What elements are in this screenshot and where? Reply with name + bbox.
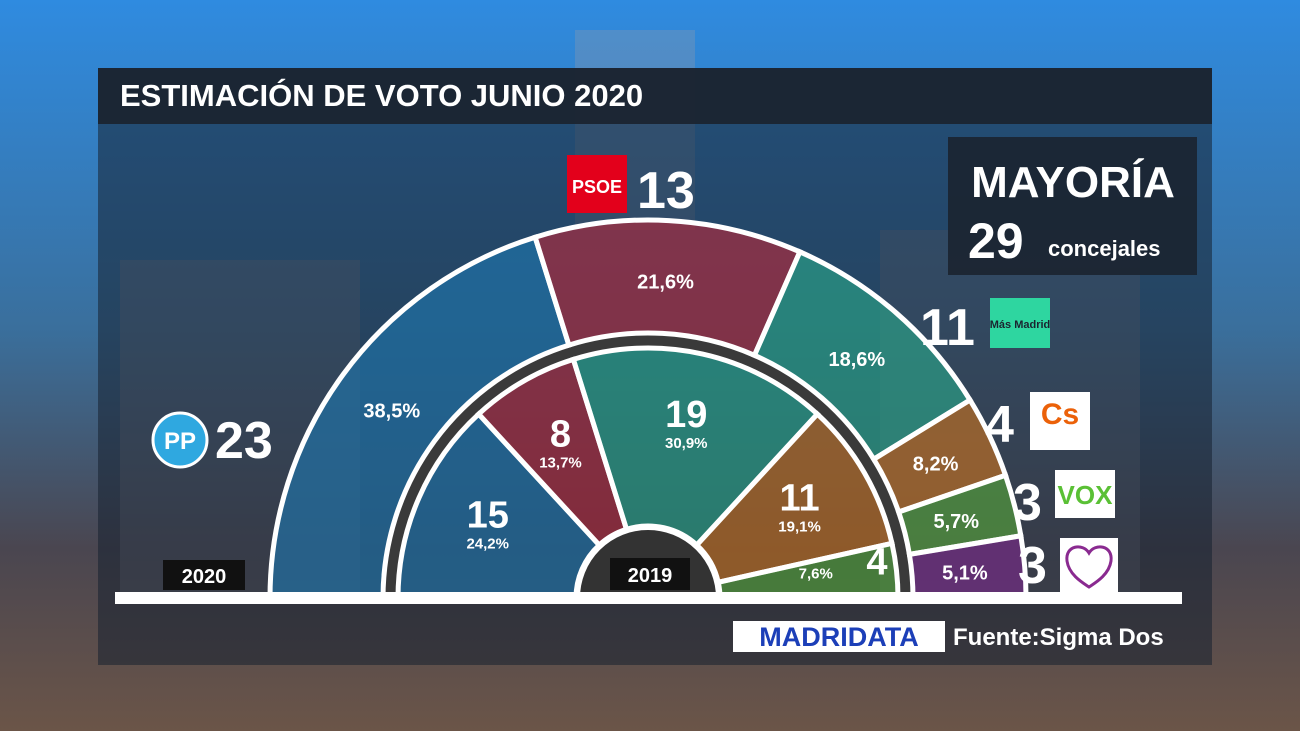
source: Fuente:Sigma Dos bbox=[953, 624, 1164, 651]
percent-label: 8,2% bbox=[913, 453, 959, 475]
percent-label: 21,6% bbox=[637, 271, 694, 293]
seat-label: 11 bbox=[779, 478, 819, 520]
percent-label: 13,7% bbox=[539, 454, 582, 471]
seat-count: 23 bbox=[215, 412, 273, 470]
seat-label: 19 bbox=[665, 394, 707, 436]
party-name: Cs bbox=[1041, 398, 1079, 431]
party-logo-heart bbox=[1065, 545, 1113, 589]
party-name: VOX bbox=[1058, 480, 1114, 510]
percent-label: 38,5% bbox=[363, 401, 420, 423]
seat-label: 15 bbox=[467, 495, 509, 537]
seat-count: 11 bbox=[920, 299, 975, 357]
seat-label: 4 bbox=[866, 541, 887, 583]
party-logo bbox=[1060, 538, 1118, 592]
party-logo bbox=[1030, 392, 1090, 450]
seat-count: 3 bbox=[1018, 537, 1047, 595]
party-name: PP bbox=[164, 428, 196, 455]
party-logo bbox=[567, 155, 627, 213]
majority-value: 29 bbox=[968, 213, 1024, 269]
percent-label: 18,6% bbox=[828, 349, 885, 371]
party-name: PSOE bbox=[572, 177, 622, 197]
baseline bbox=[115, 592, 1182, 604]
brand-box bbox=[733, 621, 945, 652]
seat-count: 13 bbox=[637, 162, 695, 220]
party-logo bbox=[1055, 470, 1115, 518]
seat-label: 8 bbox=[550, 413, 571, 455]
percent-label: 19,1% bbox=[778, 519, 821, 536]
percent-label: 5,1% bbox=[942, 563, 988, 585]
seat-segment bbox=[267, 234, 573, 601]
party-name: Más Madrid bbox=[990, 319, 1051, 331]
percent-label: 7,6% bbox=[799, 565, 833, 582]
percent-label: 5,7% bbox=[933, 511, 979, 533]
majority-box bbox=[948, 137, 1197, 275]
title-bar bbox=[98, 68, 1212, 124]
year-box bbox=[163, 560, 245, 590]
seat-count: 3 bbox=[1013, 474, 1042, 532]
party-logo bbox=[151, 411, 209, 469]
percent-label: 30,9% bbox=[665, 435, 708, 452]
title: ESTIMACIÓN DE VOTO JUNIO 2020 bbox=[120, 77, 643, 113]
majority-unit: concejales bbox=[1048, 236, 1161, 261]
year-label: 2020 bbox=[182, 566, 227, 588]
year-box bbox=[610, 558, 690, 590]
brand: MADRIDATA bbox=[759, 622, 918, 652]
year-label: 2019 bbox=[628, 565, 673, 587]
percent-label: 24,2% bbox=[466, 536, 509, 553]
majority-label: MAYORÍA bbox=[971, 157, 1175, 207]
seat-count: 4 bbox=[985, 396, 1014, 454]
party-logo bbox=[990, 298, 1050, 348]
